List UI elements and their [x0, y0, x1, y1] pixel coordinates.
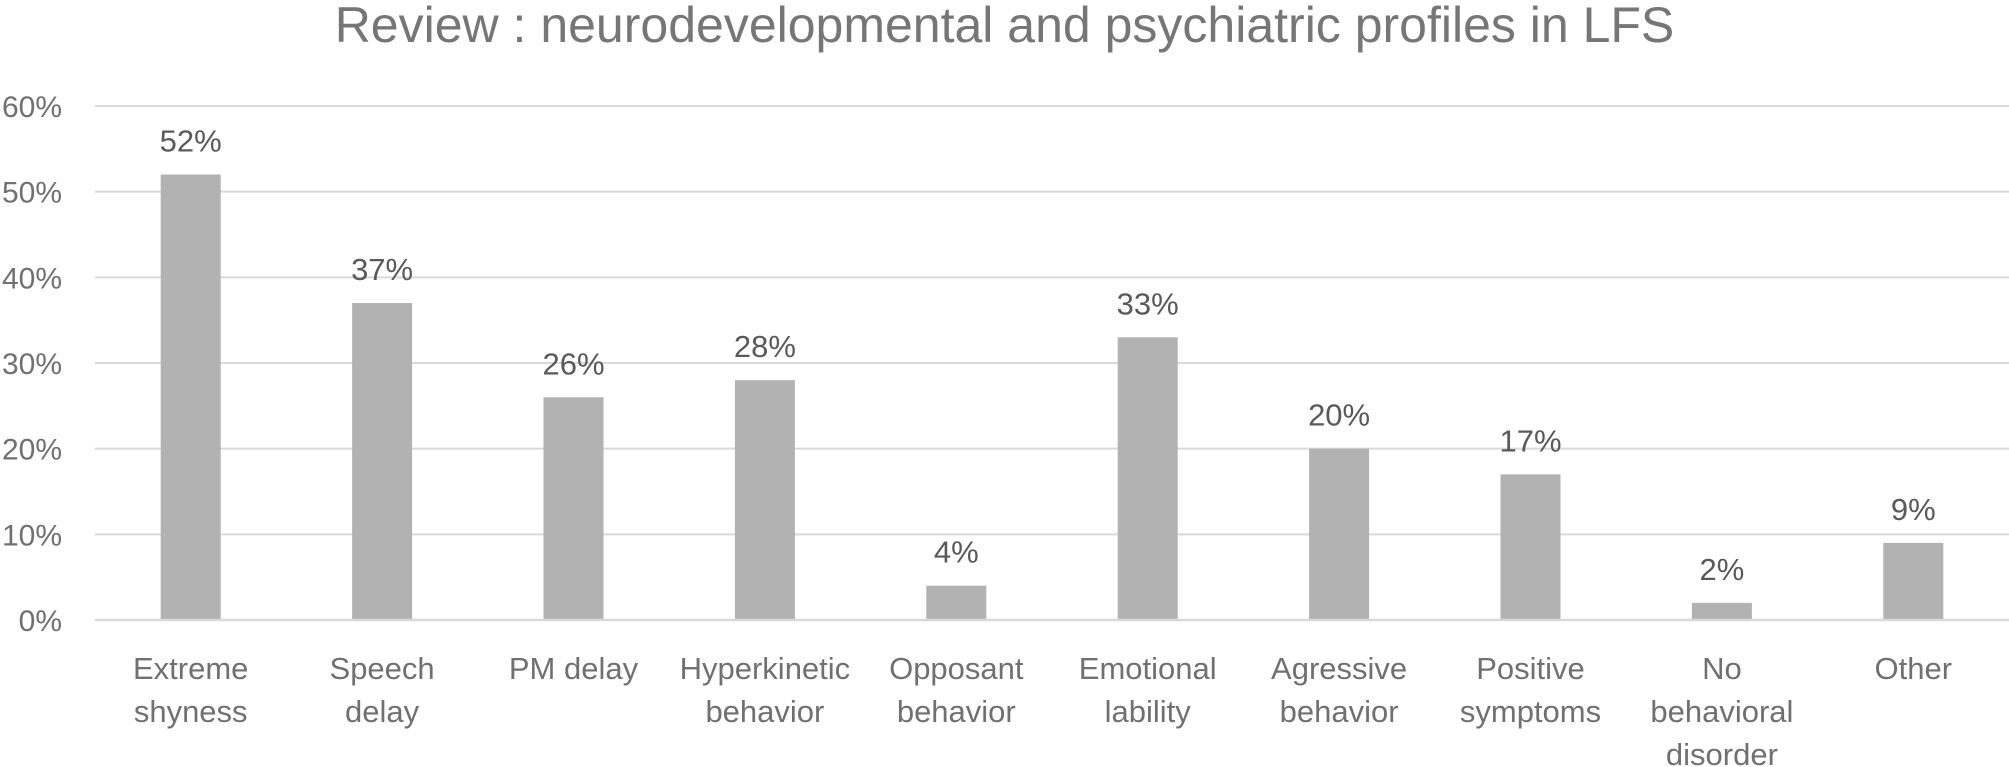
data-label: 26% [542, 346, 604, 381]
y-tick-label: 40% [2, 262, 62, 295]
data-label: 2% [1699, 552, 1744, 587]
x-axis-categories: Extreme shyness Speech delay PM delay Hyperki… [133, 651, 1952, 767]
y-tick-label: 30% [2, 348, 62, 381]
x-category-label: Emotional lability [1079, 651, 1217, 729]
data-label: 33% [1117, 286, 1179, 321]
data-label: 4% [934, 535, 979, 570]
x-category-label: Extreme shyness [133, 651, 248, 729]
data-label: 17% [1499, 423, 1561, 458]
chart-title: Review : neurodevelopmental and psychiat… [334, 0, 1675, 53]
bars [160, 174, 1944, 621]
bar [543, 397, 604, 620]
x-category-label: Other [1875, 651, 1953, 686]
y-tick-label: 60% [2, 91, 62, 124]
bar [734, 380, 795, 620]
gridlines [95, 105, 2009, 536]
data-label: 28% [734, 329, 796, 364]
x-category-label: Agressive behavior [1271, 651, 1407, 729]
bar [1309, 448, 1370, 620]
y-tick-label: 50% [2, 177, 62, 210]
bar [160, 174, 221, 621]
y-tick-label: 20% [2, 434, 62, 467]
x-category-label: Opposant behavior [889, 651, 1024, 729]
bar [1691, 602, 1752, 620]
bar [352, 303, 413, 620]
x-category-label: Positive symptoms [1460, 651, 1601, 729]
data-labels: 52% 37% 26% 28% 4% 33% 20% 17% 2% 9% [160, 124, 1936, 587]
data-label: 9% [1891, 492, 1936, 527]
data-label: 20% [1308, 398, 1370, 433]
x-category-label: Speech delay [330, 651, 435, 729]
bar [1117, 337, 1178, 620]
bar [1500, 474, 1561, 620]
y-tick-label: 10% [2, 519, 62, 552]
y-tick-label: 0% [19, 605, 62, 638]
bar [1883, 542, 1944, 620]
x-category-label: PM delay [509, 651, 639, 686]
x-category-label: No behavioral disorder [1650, 651, 1793, 767]
data-label: 52% [160, 124, 222, 159]
x-category-label: Hyperkinetic behavior [680, 651, 851, 729]
y-axis-ticks: 0% 10% 20% 30% 40% 50% 60% [2, 91, 62, 638]
bar [926, 585, 987, 620]
data-label: 37% [351, 252, 413, 287]
